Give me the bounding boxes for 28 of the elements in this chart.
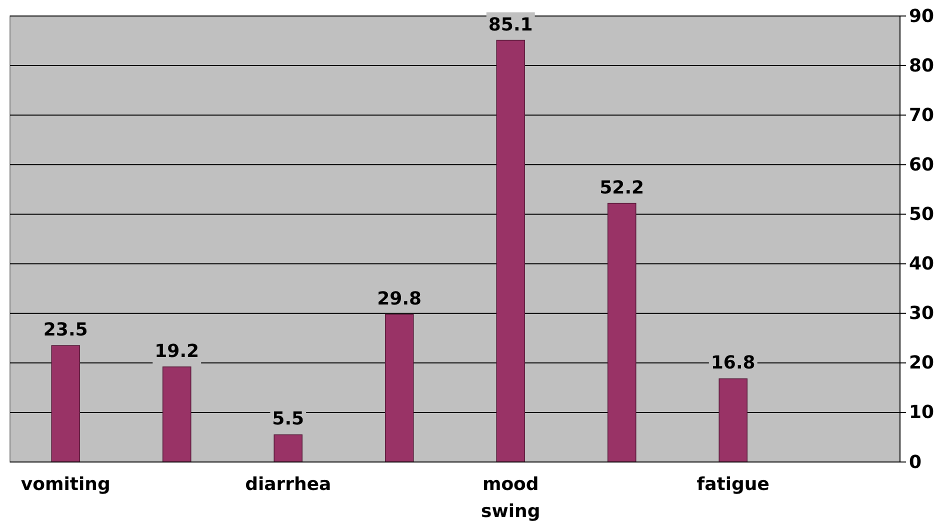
- x-tick-label: vomiting: [20, 474, 110, 495]
- y-tick-label: 0: [909, 452, 922, 473]
- bar: [274, 434, 303, 462]
- data-label: 52.2: [600, 177, 644, 198]
- bar: [162, 366, 192, 462]
- bar: [384, 314, 414, 462]
- data-label: 19.2: [154, 340, 200, 362]
- x-tick-label: mood swing: [481, 474, 540, 522]
- y-tick-label: 30: [909, 303, 934, 324]
- y-tick-label: 60: [909, 154, 934, 176]
- y-tick-label: 40: [909, 254, 934, 275]
- bar: [718, 378, 748, 462]
- data-label: 16.8: [710, 352, 756, 374]
- data-label: 85.1: [488, 14, 533, 36]
- bar: [51, 345, 80, 462]
- y-tick-label: 20: [909, 352, 934, 374]
- x-tick-label: fatigue: [696, 474, 770, 495]
- data-label: 5.5: [272, 408, 304, 430]
- data-label: 29.8: [377, 288, 422, 310]
- y-tick-label: 50: [909, 204, 934, 225]
- bar: [607, 202, 636, 462]
- y-tick-label: 90: [909, 6, 934, 27]
- x-tick-label: diarrhea: [245, 474, 332, 495]
- y-tick-label: 10: [909, 402, 934, 424]
- bar: [496, 40, 526, 462]
- y-tick-label: 70: [909, 104, 934, 126]
- data-label: 23.5: [43, 320, 88, 341]
- y-tick-label: 80: [909, 55, 934, 76]
